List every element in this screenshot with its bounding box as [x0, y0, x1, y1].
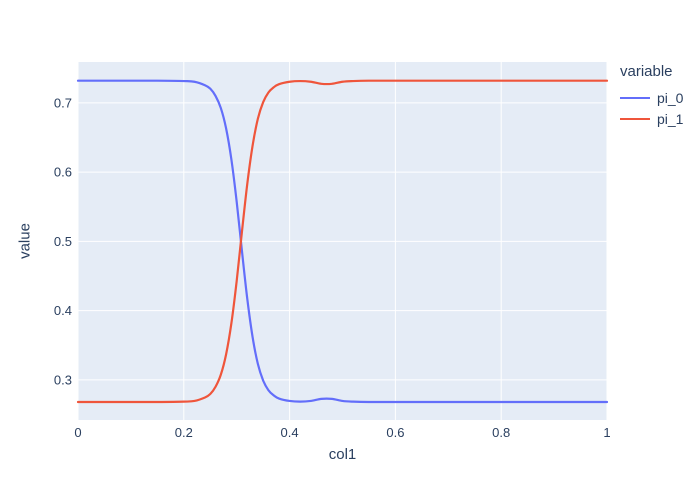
legend-label-pi_1: pi_1 — [657, 110, 684, 127]
legend-label-pi_0: pi_0 — [657, 89, 684, 106]
x-tick-label: 0.8 — [492, 425, 510, 440]
legend-item-pi_1[interactable]: pi_1 — [620, 108, 683, 129]
y-tick-label: 0.4 — [54, 303, 72, 318]
series-line-pi_1 — [76, 79, 609, 404]
x-tick-label: 1 — [603, 425, 610, 440]
legend-swatch-pi_0-icon — [620, 96, 650, 99]
legend-title: variable — [620, 63, 673, 80]
x-tick-label: 0.2 — [175, 425, 193, 440]
y-axis-title: value — [16, 223, 34, 259]
series-line-pi_0 — [76, 79, 609, 404]
y-tick-label: 0.3 — [54, 372, 72, 387]
x-axis-title: col1 — [328, 446, 357, 463]
legend-swatch-pi_1-icon — [620, 117, 650, 120]
x-tick-label: 0.6 — [386, 425, 404, 440]
y-tick-label: 0.6 — [54, 165, 72, 180]
x-tick-label: 0.4 — [281, 425, 299, 440]
y-tick-label: 0.7 — [54, 95, 72, 110]
x-tick-label: 0 — [74, 425, 81, 440]
y-tick-label: 0.5 — [54, 234, 72, 249]
legend: variable pi_0 pi_1 — [620, 63, 683, 129]
legend-item-pi_0[interactable]: pi_0 — [620, 87, 683, 108]
